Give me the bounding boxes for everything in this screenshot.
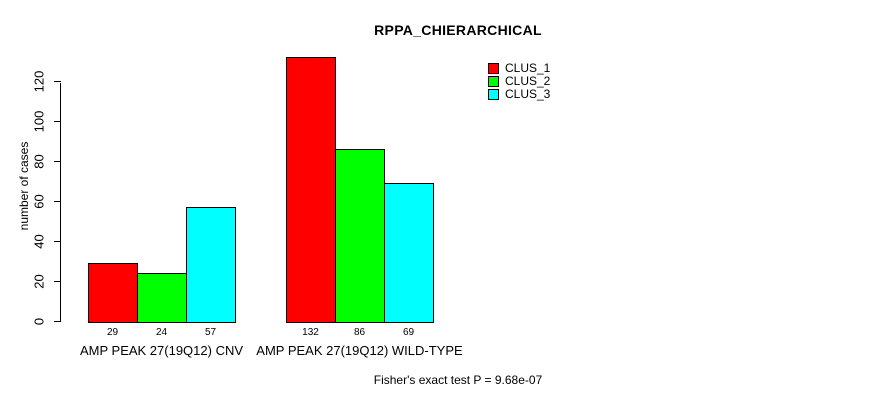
y-tick-label: 20 <box>31 273 47 289</box>
legend-swatch <box>488 76 499 87</box>
y-tick-label: 0 <box>31 317 47 325</box>
bar-value-label: 86 <box>353 327 366 338</box>
y-tick-label: 120 <box>31 70 47 92</box>
footer-annotation: Fisher's exact test P = 9.68e-07 <box>373 373 543 387</box>
bar-value-label: 57 <box>204 327 217 338</box>
bar <box>137 273 187 323</box>
bar-value-label: 24 <box>155 327 168 338</box>
y-tick-label: 80 <box>31 153 47 169</box>
legend-item: CLUS_1 <box>488 61 551 75</box>
y-tick-mark <box>54 241 61 242</box>
legend-label: CLUS_3 <box>505 87 551 101</box>
chart-title: RPPA_CHIERARCHICAL <box>374 22 542 38</box>
bar-value-label: 29 <box>106 327 119 338</box>
legend-label: CLUS_1 <box>505 61 551 75</box>
category-label: AMP PEAK 27(19Q12) CNV <box>79 343 244 358</box>
category-label: AMP PEAK 27(19Q12) WILD-TYPE <box>256 343 463 358</box>
legend-swatch <box>488 89 499 100</box>
bar <box>335 149 385 323</box>
y-tick-label: 40 <box>31 233 47 249</box>
y-axis-title: number of cases <box>17 141 31 231</box>
y-axis-line <box>60 83 61 322</box>
y-tick-mark <box>54 281 61 282</box>
y-tick-mark <box>54 121 61 122</box>
legend-item: CLUS_2 <box>488 74 551 88</box>
bar <box>186 207 236 323</box>
y-tick-mark <box>54 321 61 322</box>
y-tick-mark <box>54 161 61 162</box>
y-tick-mark <box>54 201 61 202</box>
legend-item: CLUS_3 <box>488 87 551 101</box>
legend: CLUS_1 CLUS_2 CLUS_3 <box>488 61 551 102</box>
y-tick-label: 100 <box>31 110 47 132</box>
legend-swatch <box>488 63 499 74</box>
y-tick-mark <box>54 81 61 82</box>
y-tick-label: 60 <box>31 193 47 209</box>
legend-label: CLUS_2 <box>505 74 551 88</box>
bar-value-label: 69 <box>402 327 415 338</box>
bar <box>88 263 138 323</box>
bar <box>384 183 434 323</box>
bar <box>286 57 336 323</box>
bar-value-label: 132 <box>302 327 319 338</box>
